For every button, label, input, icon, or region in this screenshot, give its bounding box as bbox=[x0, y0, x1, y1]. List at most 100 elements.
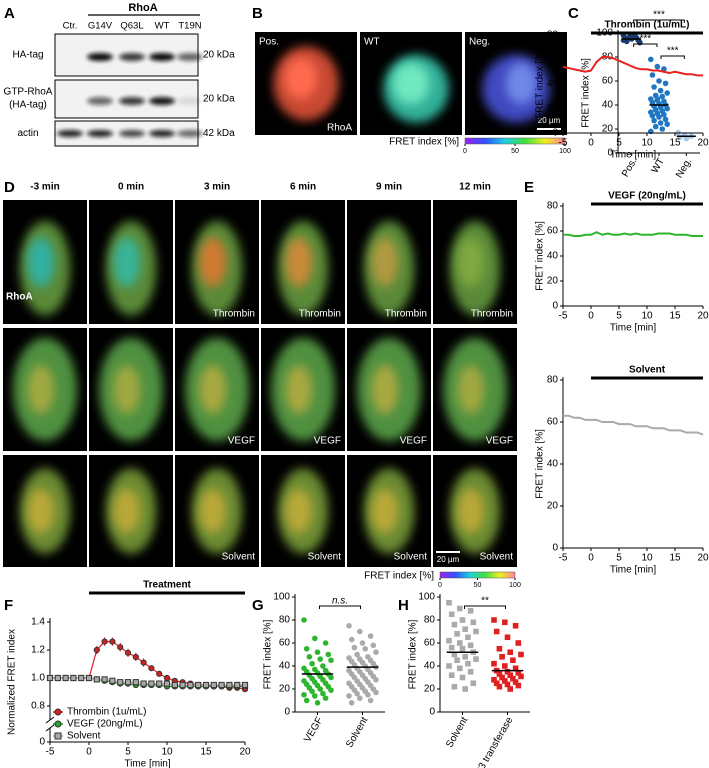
data-point bbox=[465, 634, 471, 641]
data-point bbox=[109, 638, 116, 645]
blot-band bbox=[119, 97, 145, 105]
data-point bbox=[515, 670, 522, 676]
time-label: 6 min bbox=[290, 182, 316, 193]
data-point bbox=[132, 679, 139, 686]
y-tick-label: 80 bbox=[547, 201, 559, 212]
x-tick-label: 0 bbox=[588, 553, 594, 564]
data-point bbox=[651, 117, 657, 124]
image-label: Neg. bbox=[469, 37, 490, 48]
y-tick-label: 60 bbox=[602, 76, 614, 87]
treatment-label: VEGF bbox=[400, 436, 427, 447]
blot-band bbox=[149, 97, 175, 105]
image-content bbox=[363, 221, 415, 316]
data-point bbox=[132, 653, 139, 661]
blot-row-label: HA-tag bbox=[12, 50, 43, 61]
data-point bbox=[504, 681, 511, 688]
data-point bbox=[457, 640, 463, 646]
blot-band bbox=[119, 53, 145, 61]
data-point bbox=[502, 678, 508, 684]
y-tick-label: 20 bbox=[547, 276, 559, 287]
data-point bbox=[78, 674, 85, 682]
blot-band bbox=[177, 130, 203, 137]
y-tick-label: 1.2 bbox=[31, 645, 45, 656]
x-tick-label: -5 bbox=[559, 553, 568, 564]
data-point bbox=[357, 628, 363, 635]
cell bbox=[27, 364, 55, 415]
data-point bbox=[496, 645, 503, 652]
data-point bbox=[306, 654, 313, 660]
y-tick-label: 80 bbox=[547, 30, 559, 41]
data-point bbox=[512, 622, 519, 629]
y-tick-label: 40 bbox=[547, 459, 559, 470]
data-point bbox=[515, 640, 522, 646]
legend-label: Thrombin (1u/mL) bbox=[67, 707, 146, 718]
data-point bbox=[451, 621, 458, 628]
blot-band bbox=[87, 97, 113, 105]
data-point bbox=[124, 649, 132, 656]
data-point bbox=[496, 671, 503, 677]
data-point bbox=[473, 628, 479, 635]
image-content bbox=[105, 221, 157, 316]
panel-label: F bbox=[4, 597, 13, 614]
data-point bbox=[373, 689, 379, 696]
x-tick-label: 15 bbox=[669, 311, 681, 322]
image-content bbox=[271, 337, 335, 442]
significance-bracket bbox=[660, 55, 685, 59]
data-point bbox=[124, 679, 132, 686]
data-point bbox=[459, 674, 466, 681]
cell bbox=[371, 364, 399, 415]
data-point bbox=[491, 677, 497, 683]
data-point bbox=[348, 700, 355, 706]
data-point bbox=[210, 681, 217, 689]
data-point bbox=[328, 687, 334, 693]
y-axis-label: FRET index [%] bbox=[263, 619, 274, 689]
colorbar-tick-label: 0 bbox=[463, 148, 467, 155]
data-point bbox=[457, 665, 463, 672]
panel-label: E bbox=[524, 179, 534, 196]
data-point bbox=[301, 617, 307, 623]
data-point bbox=[62, 674, 69, 682]
blot-band bbox=[87, 53, 113, 61]
y-axis-label: FRET index [%] bbox=[408, 619, 419, 689]
data-point bbox=[454, 657, 460, 664]
data-point bbox=[354, 651, 360, 658]
treatment-label: Solvent bbox=[222, 552, 256, 563]
series-line bbox=[562, 56, 703, 77]
x-tick-label: Solvent bbox=[444, 715, 470, 750]
axis-break bbox=[45, 724, 55, 732]
x-tick-label: 20 bbox=[697, 311, 709, 322]
x-tick-label: 10 bbox=[161, 747, 173, 758]
y-tick-label: 0 bbox=[39, 737, 45, 748]
y-tick-label: 20 bbox=[547, 103, 559, 114]
blot-band bbox=[177, 53, 203, 61]
cell bbox=[113, 364, 141, 415]
lane-label: Q63L bbox=[120, 21, 143, 32]
y-axis-label: FRET index [%] bbox=[581, 58, 592, 128]
data-point bbox=[370, 642, 377, 649]
data-point bbox=[317, 686, 324, 692]
data-point bbox=[320, 690, 326, 697]
x-tick-label: -5 bbox=[559, 138, 568, 149]
scale-bar-label: 20 µm bbox=[538, 116, 561, 125]
data-point bbox=[163, 680, 171, 687]
data-point bbox=[448, 611, 455, 618]
x-tick-label: 15 bbox=[200, 747, 212, 758]
data-point bbox=[491, 617, 497, 623]
data-point bbox=[148, 665, 155, 672]
data-point bbox=[654, 63, 661, 70]
data-point bbox=[507, 649, 513, 655]
colorbar-tick-label: 50 bbox=[474, 582, 482, 589]
cell bbox=[27, 237, 55, 287]
colorbar bbox=[464, 137, 566, 145]
y-tick-label: 0 bbox=[552, 543, 558, 554]
data-point bbox=[202, 681, 210, 689]
colorbar-tick-label: 0 bbox=[438, 582, 442, 589]
data-point bbox=[171, 681, 178, 689]
image-label: WT bbox=[364, 37, 380, 48]
treatment-label: VEGF bbox=[314, 436, 341, 447]
x-tick-label: Neg. bbox=[674, 156, 694, 180]
blot-band bbox=[149, 53, 175, 61]
y-axis-label: FRET index [%] bbox=[535, 429, 546, 499]
image-content bbox=[105, 468, 157, 554]
x-tick-label: 15 bbox=[669, 553, 681, 564]
